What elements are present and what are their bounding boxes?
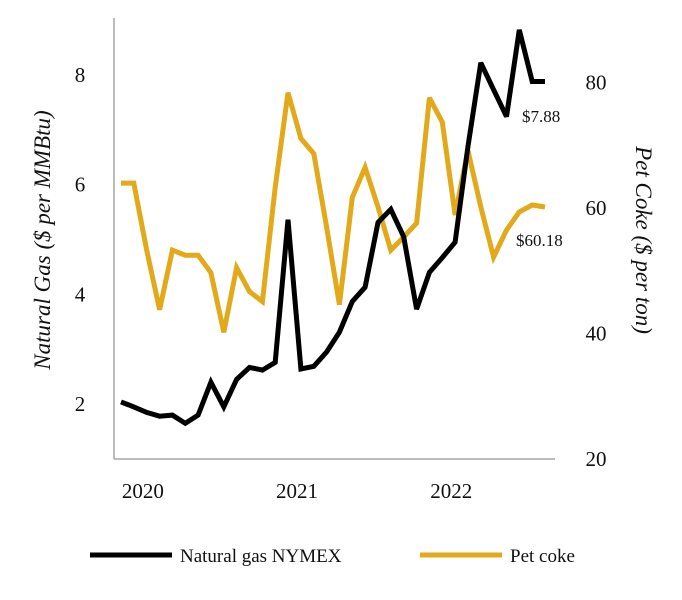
left-axis-label: Natural Gas ($ per MMBtu) bbox=[30, 110, 55, 370]
right-tick-label: 40 bbox=[586, 322, 607, 346]
legend-label-gas: Natural gas NYMEX bbox=[180, 546, 342, 567]
right-tick-label: 60 bbox=[586, 196, 607, 220]
right-tick-label: 80 bbox=[586, 71, 607, 95]
left-tick-label: 6 bbox=[75, 173, 86, 197]
left-tick-label: 8 bbox=[75, 63, 86, 87]
left-tick-label: 2 bbox=[75, 392, 86, 416]
series-line-pet-coke bbox=[121, 92, 546, 333]
left-tick-label: 4 bbox=[75, 282, 86, 306]
legend-label-coke: Pet coke bbox=[510, 546, 575, 567]
legend: Natural gas NYMEX Pet coke bbox=[90, 546, 575, 567]
gas-end-label: $7.88 bbox=[522, 107, 560, 126]
x-tick-label: 2020 bbox=[122, 479, 164, 503]
coke-end-label: $60.18 bbox=[516, 231, 563, 250]
x-tick-label: 2021 bbox=[276, 479, 318, 503]
right-tick-label: 20 bbox=[586, 447, 607, 471]
right-axis-label: Pet Coke ($ per ton) bbox=[631, 145, 656, 334]
x-tick-label: 2022 bbox=[430, 479, 472, 503]
series-line-natural-gas-nymex bbox=[120, 29, 545, 427]
